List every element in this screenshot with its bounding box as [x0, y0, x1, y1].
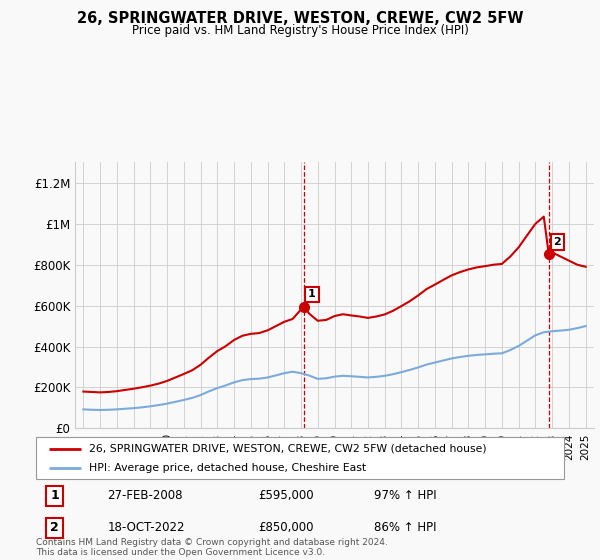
Text: 27-FEB-2008: 27-FEB-2008 — [107, 489, 183, 502]
Text: 1: 1 — [50, 489, 59, 502]
Text: 1: 1 — [308, 290, 316, 300]
Text: 2: 2 — [553, 237, 561, 247]
Text: £850,000: £850,000 — [258, 521, 313, 534]
Text: 26, SPRINGWATER DRIVE, WESTON, CREWE, CW2 5FW: 26, SPRINGWATER DRIVE, WESTON, CREWE, CW… — [77, 11, 523, 26]
Text: 97% ↑ HPI: 97% ↑ HPI — [374, 489, 437, 502]
Text: £595,000: £595,000 — [258, 489, 313, 502]
FancyBboxPatch shape — [36, 437, 564, 479]
Text: Contains HM Land Registry data © Crown copyright and database right 2024.
This d: Contains HM Land Registry data © Crown c… — [36, 538, 388, 557]
Text: 86% ↑ HPI: 86% ↑ HPI — [374, 521, 436, 534]
Text: 18-OCT-2022: 18-OCT-2022 — [107, 521, 185, 534]
Text: 26, SPRINGWATER DRIVE, WESTON, CREWE, CW2 5FW (detached house): 26, SPRINGWATER DRIVE, WESTON, CREWE, CW… — [89, 444, 487, 454]
Text: Price paid vs. HM Land Registry's House Price Index (HPI): Price paid vs. HM Land Registry's House … — [131, 24, 469, 37]
Text: 2: 2 — [50, 521, 59, 534]
Text: HPI: Average price, detached house, Cheshire East: HPI: Average price, detached house, Ches… — [89, 463, 366, 473]
